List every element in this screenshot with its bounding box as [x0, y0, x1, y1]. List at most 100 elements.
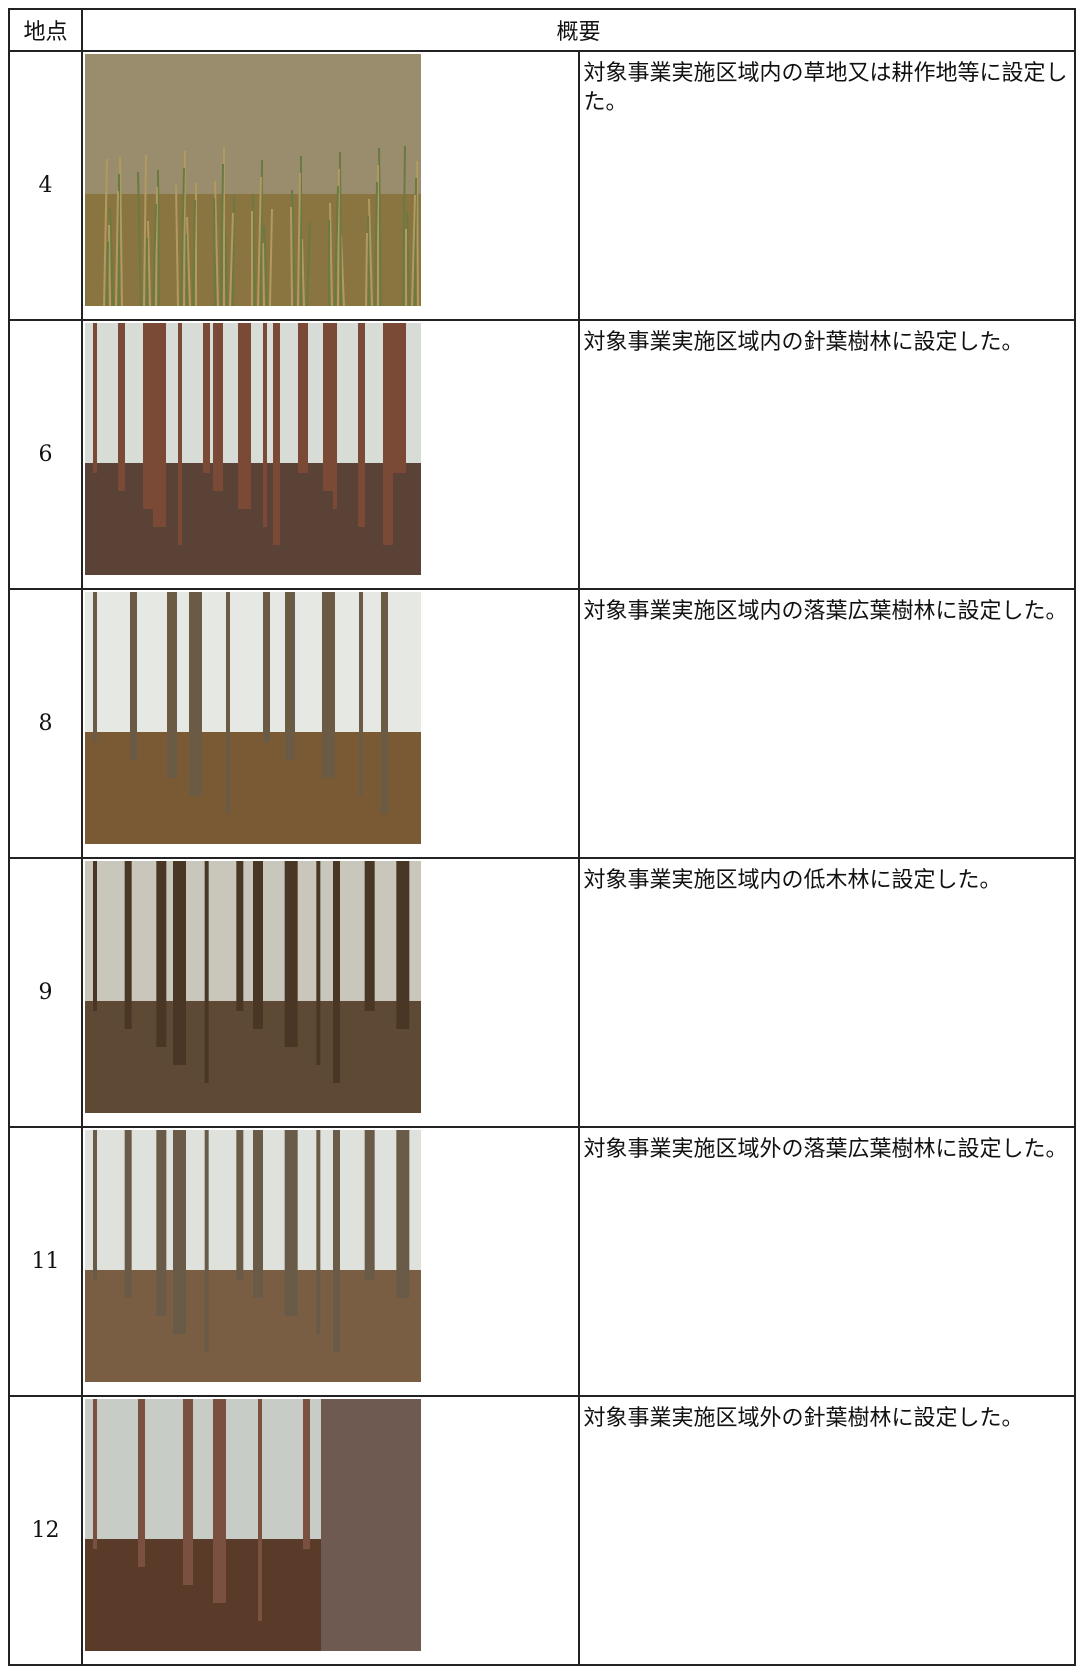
header-cell: 地点 — [8, 8, 83, 52]
header-row: 地点 概要 — [8, 8, 1076, 52]
table-body: 4 対象事業実施区域内の草地又は耕作地等に設定した。 6 対象事業実施区域内の針葉樹林… — [8, 50, 1076, 1666]
photo-grass — [180, 167, 185, 306]
photo-trunk — [364, 861, 375, 1011]
site-photo — [85, 323, 421, 575]
photo-grass — [109, 207, 114, 306]
photo-grass — [368, 198, 373, 306]
photo-trunk — [203, 323, 210, 473]
photo-grass — [175, 184, 179, 306]
photo-grass — [115, 190, 119, 306]
description: 対象事業実施区域内の落葉広葉樹林に設定した。 — [577, 588, 1076, 859]
photo-trunk — [396, 1130, 410, 1298]
photo-grass — [137, 171, 142, 306]
photo-trunk — [167, 592, 177, 778]
photo-trunk — [143, 323, 153, 509]
photo-trunk — [383, 323, 393, 545]
photo-trunk — [189, 592, 202, 796]
photo-trunk — [333, 323, 337, 509]
description: 対象事業実施区域外の針葉樹林に設定した。 — [577, 1395, 1076, 1666]
table-row: 6 対象事業実施区域内の針葉樹林に設定した。 — [8, 319, 1076, 590]
photo-trunk — [298, 323, 308, 473]
photo-grass — [269, 208, 273, 306]
photo-grass — [214, 180, 219, 306]
photo-grass — [157, 169, 160, 306]
photo-grass — [291, 189, 296, 306]
photo-grass — [119, 156, 123, 306]
photo-cell — [81, 50, 580, 321]
photo-trunk — [284, 1130, 298, 1316]
table-row: 4 対象事業実施区域内の草地又は耕作地等に設定した。 — [8, 50, 1076, 321]
site-photo — [85, 861, 421, 1113]
photo-grass — [252, 193, 256, 306]
photo-grass — [103, 158, 108, 306]
photo-ground — [85, 463, 421, 575]
photo-trunk — [263, 592, 270, 742]
photo-trunk — [333, 1130, 340, 1352]
photo-grass — [406, 211, 410, 306]
table-row: 8 対象事業実施区域内の落葉広葉樹林に設定した。 — [8, 588, 1076, 859]
header-cell: 概要 — [81, 8, 1076, 52]
photo-grass — [143, 154, 147, 306]
photo-trunk — [156, 861, 167, 1047]
photo-trunk — [93, 1399, 97, 1549]
photo-trunk — [93, 592, 97, 742]
description: 対象事業実施区域内の低木林に設定した。 — [577, 857, 1076, 1128]
photo-trunk — [124, 1130, 132, 1298]
photo-trunk — [183, 1399, 193, 1585]
photo-trunk — [138, 1399, 145, 1567]
photo-trunk — [93, 1130, 97, 1280]
table-row: 12 対象事業実施区域外の針葉樹林に設定した。 — [8, 1395, 1076, 1666]
photo-trunk — [333, 861, 340, 1083]
photo-grass — [402, 145, 406, 306]
photo-grass — [306, 221, 311, 306]
point-number: 6 — [8, 319, 83, 590]
survey-table: 地点 概要 4 対象事業実施区域内の草地又は耕作地等に設定した。 6 対象事業実施区域… — [8, 8, 1076, 1666]
photo-trunk — [93, 861, 97, 1011]
photo-trunk — [322, 592, 335, 778]
photo-grass — [224, 229, 228, 306]
photo-grass — [411, 194, 416, 306]
site-photo — [85, 1130, 421, 1382]
photo-grass — [262, 242, 265, 306]
photo-grass — [416, 160, 419, 306]
photo-grass — [152, 203, 157, 306]
photo-trunk — [316, 861, 321, 1065]
photo-trunk — [381, 592, 388, 814]
photo-trunk — [156, 1130, 167, 1316]
point-number: 11 — [8, 1126, 83, 1397]
photo-trunk — [253, 1130, 263, 1298]
point-number: 12 — [8, 1395, 83, 1666]
photo-cell — [81, 588, 580, 859]
photo-grass — [229, 212, 234, 306]
photo-grass — [374, 181, 378, 306]
photo-trunk — [124, 861, 132, 1029]
table-row: 9 対象事業実施区域内の低木林に設定した。 — [8, 857, 1076, 1128]
description: 対象事業実施区域外の落葉広葉樹林に設定した。 — [577, 1126, 1076, 1397]
photo-trunk — [178, 323, 182, 545]
site-photo — [85, 1399, 421, 1651]
photo-cell — [81, 319, 580, 590]
photo-grass — [263, 225, 268, 306]
photo-trunk — [153, 323, 166, 527]
photo-grass — [183, 150, 186, 306]
photo-grass — [260, 159, 263, 306]
description: 対象事業実施区域内の草地又は耕作地等に設定した。 — [577, 50, 1076, 321]
photo-trunk — [285, 592, 295, 760]
photo-trunk — [204, 1130, 209, 1352]
photo-trunk — [93, 323, 97, 473]
photo-grass — [301, 238, 305, 306]
point-number: 4 — [8, 50, 83, 321]
photo-trunk — [130, 592, 137, 760]
photo-trunk — [236, 1130, 244, 1280]
photo-grass — [185, 233, 188, 306]
photo-grass — [220, 163, 224, 306]
photo-trunk — [236, 861, 244, 1011]
site-photo — [85, 54, 421, 306]
photo-trunk — [273, 323, 280, 545]
photo-grass — [192, 199, 196, 306]
photo-grass — [378, 147, 382, 306]
photo-trunk — [323, 323, 336, 491]
photo-trunk — [238, 323, 251, 509]
photo-trunk — [258, 1399, 262, 1621]
site-photo — [85, 592, 421, 844]
